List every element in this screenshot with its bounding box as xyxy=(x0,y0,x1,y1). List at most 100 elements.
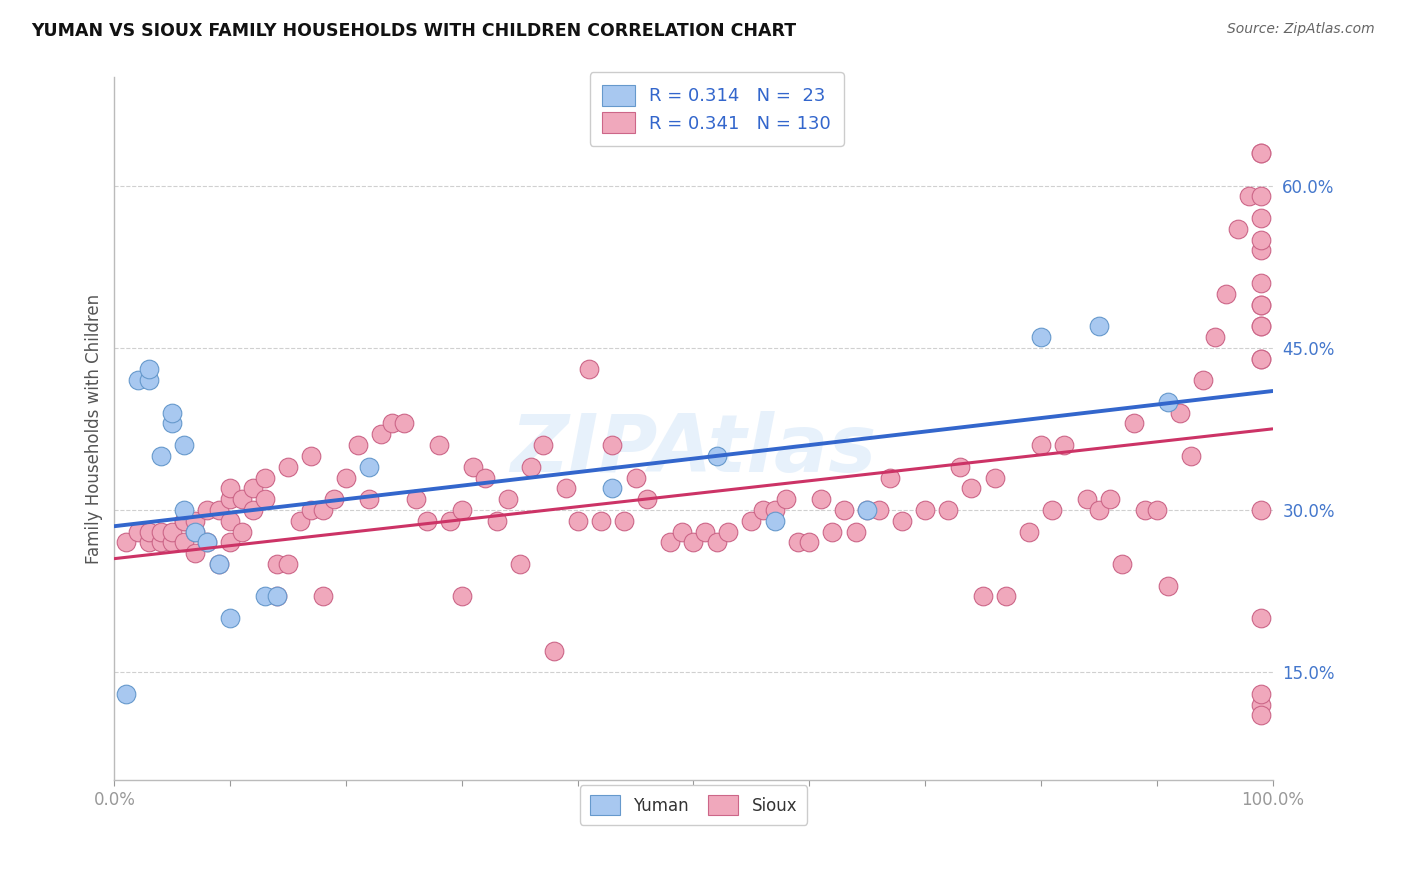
Point xyxy=(195,535,218,549)
Point xyxy=(299,503,322,517)
Point xyxy=(277,557,299,571)
Point xyxy=(1099,492,1122,507)
Point xyxy=(162,406,184,420)
Point xyxy=(242,503,264,517)
Point xyxy=(949,459,972,474)
Point xyxy=(184,524,207,539)
Point xyxy=(195,535,218,549)
Point xyxy=(173,535,195,549)
Point xyxy=(138,373,160,387)
Point xyxy=(312,590,335,604)
Point xyxy=(149,524,172,539)
Point xyxy=(381,417,404,431)
Point xyxy=(115,687,138,701)
Point xyxy=(1029,438,1052,452)
Point xyxy=(208,503,231,517)
Point xyxy=(1088,503,1111,517)
Point xyxy=(868,503,890,517)
Point xyxy=(567,514,589,528)
Point xyxy=(1168,406,1191,420)
Point xyxy=(184,514,207,528)
Point xyxy=(636,492,658,507)
Point xyxy=(786,535,808,549)
Point xyxy=(578,362,600,376)
Point xyxy=(1122,417,1144,431)
Point xyxy=(763,514,786,528)
Point xyxy=(162,535,184,549)
Point xyxy=(485,514,508,528)
Point xyxy=(671,524,693,539)
Point xyxy=(1250,233,1272,247)
Point xyxy=(1204,330,1226,344)
Point xyxy=(266,557,288,571)
Point xyxy=(359,492,381,507)
Point xyxy=(392,417,415,431)
Point xyxy=(706,449,728,463)
Point xyxy=(1250,698,1272,712)
Point xyxy=(1250,351,1272,366)
Point xyxy=(370,427,392,442)
Point xyxy=(531,438,554,452)
Point xyxy=(253,470,276,484)
Point xyxy=(427,438,450,452)
Point xyxy=(219,611,242,625)
Point xyxy=(195,503,218,517)
Point xyxy=(184,546,207,560)
Point xyxy=(323,492,346,507)
Point xyxy=(706,535,728,549)
Point xyxy=(1133,503,1156,517)
Point xyxy=(1053,438,1076,452)
Point xyxy=(1250,319,1272,334)
Point xyxy=(162,417,184,431)
Point xyxy=(405,492,427,507)
Point xyxy=(1180,449,1202,463)
Point xyxy=(936,503,959,517)
Point xyxy=(821,524,844,539)
Point xyxy=(960,481,983,495)
Point xyxy=(995,590,1018,604)
Point xyxy=(127,373,149,387)
Point xyxy=(173,514,195,528)
Point xyxy=(219,481,242,495)
Point xyxy=(799,535,821,549)
Legend: Yuman, Sioux: Yuman, Sioux xyxy=(579,786,807,825)
Point xyxy=(682,535,704,549)
Point xyxy=(613,514,636,528)
Point xyxy=(173,503,195,517)
Point xyxy=(162,524,184,539)
Point xyxy=(1250,708,1272,723)
Point xyxy=(208,557,231,571)
Point xyxy=(173,438,195,452)
Point xyxy=(1157,394,1180,409)
Point xyxy=(149,449,172,463)
Text: YUMAN VS SIOUX FAMILY HOUSEHOLDS WITH CHILDREN CORRELATION CHART: YUMAN VS SIOUX FAMILY HOUSEHOLDS WITH CH… xyxy=(31,22,796,40)
Point xyxy=(1250,276,1272,290)
Point xyxy=(1250,687,1272,701)
Point xyxy=(1018,524,1040,539)
Point xyxy=(1250,244,1272,258)
Point xyxy=(1250,351,1272,366)
Point xyxy=(1192,373,1215,387)
Point xyxy=(890,514,912,528)
Text: ZIPAtlas: ZIPAtlas xyxy=(510,411,876,489)
Point xyxy=(173,514,195,528)
Point xyxy=(219,514,242,528)
Point xyxy=(1111,557,1133,571)
Point xyxy=(1250,146,1272,161)
Point xyxy=(138,535,160,549)
Point xyxy=(693,524,716,539)
Point xyxy=(1215,286,1237,301)
Point xyxy=(856,503,879,517)
Y-axis label: Family Households with Children: Family Households with Children xyxy=(86,293,103,564)
Point xyxy=(277,459,299,474)
Point xyxy=(983,470,1005,484)
Point xyxy=(589,514,612,528)
Point xyxy=(1029,330,1052,344)
Point xyxy=(1042,503,1064,517)
Point xyxy=(775,492,797,507)
Point xyxy=(740,514,762,528)
Point xyxy=(463,459,485,474)
Point xyxy=(416,514,439,528)
Point xyxy=(1250,503,1272,517)
Point xyxy=(346,438,368,452)
